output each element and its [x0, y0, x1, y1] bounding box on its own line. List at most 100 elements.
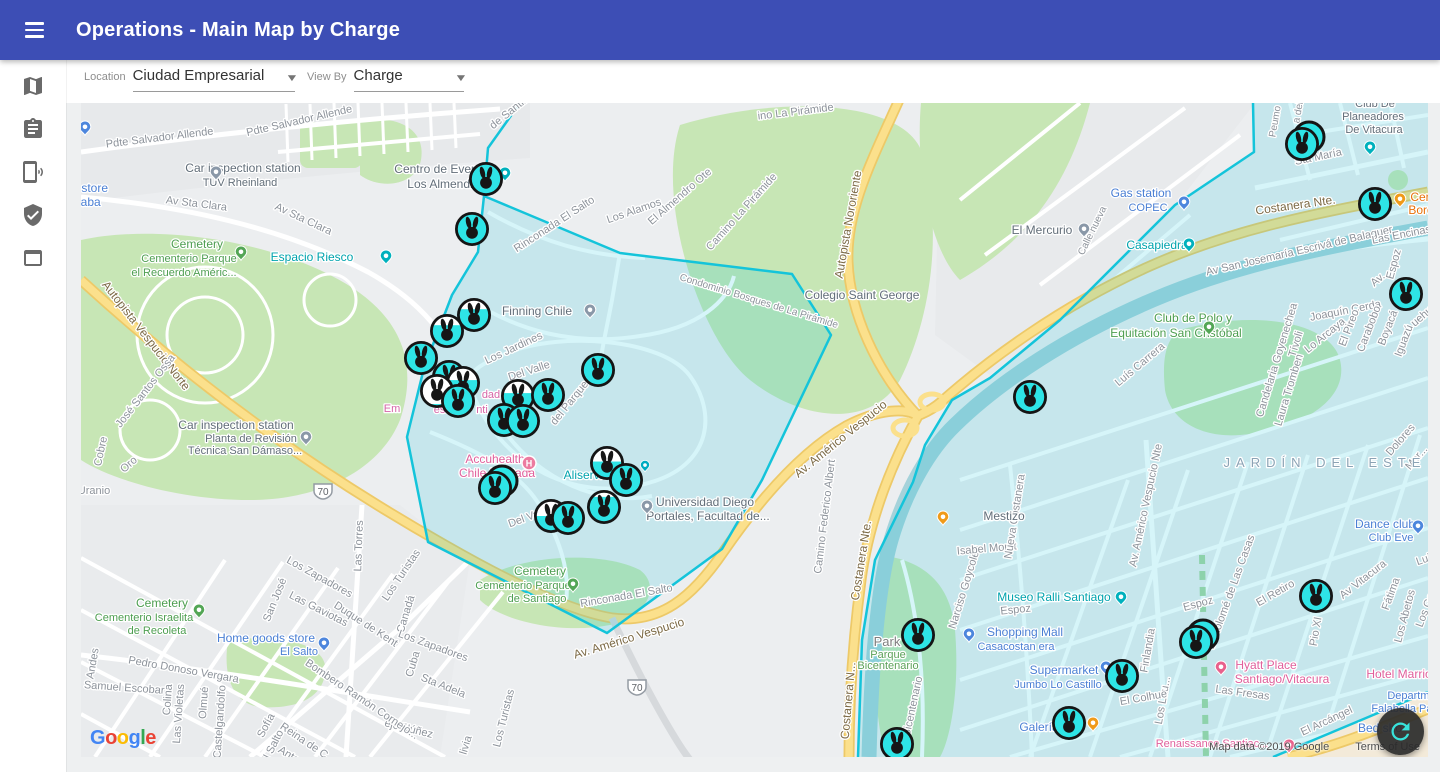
map-label: Galería	[1019, 720, 1059, 734]
vehicle-marker[interactable]	[1284, 120, 1326, 162]
blue-poi[interactable]	[81, 120, 92, 137]
blue-poi[interactable]	[962, 627, 976, 644]
map-label: Cent	[1410, 190, 1428, 204]
bunny-icon	[541, 382, 555, 405]
refresh-icon	[1391, 722, 1410, 741]
map-data-attribution: Map data ©2019 Google	[1209, 741, 1330, 753]
map-canvas[interactable]: Pdte Salvador Allende Pdte Salvador Allen…	[81, 103, 1428, 757]
map-label: Car inspection station	[178, 418, 293, 432]
teal-poi[interactable]	[379, 249, 393, 266]
pink-poi[interactable]	[1282, 738, 1296, 755]
svg-text:H: H	[526, 458, 533, 468]
orange-poi[interactable]	[936, 510, 950, 527]
refresh-button[interactable]	[1377, 708, 1424, 755]
bunny-icon	[465, 216, 479, 239]
hospital-poi[interactable]: H	[521, 455, 537, 473]
gray-poi[interactable]	[583, 303, 597, 320]
vehicle-marker[interactable]	[1388, 276, 1424, 312]
map-label: Supermarket	[1030, 663, 1099, 677]
vehicle-marker[interactable]	[900, 617, 936, 653]
bunny-icon	[911, 622, 925, 645]
viewby-value: Charge	[353, 67, 403, 84]
gray-poi[interactable]	[1077, 222, 1091, 239]
blue-poi[interactable]	[1177, 195, 1191, 212]
vehicle-marker[interactable]	[1051, 705, 1087, 741]
bunny-icon	[516, 408, 530, 431]
shield-poi[interactable]: 70	[627, 679, 647, 696]
map-label: Colegio Saint George	[805, 288, 920, 302]
vehicle-marker[interactable]	[550, 500, 586, 536]
bunny-icon	[600, 450, 614, 473]
map-label: Olmué	[197, 686, 211, 719]
vehicle-marker[interactable]	[608, 462, 644, 498]
map-label: Bicentenario	[857, 660, 918, 672]
map-label: Departm...	[1387, 690, 1428, 702]
map-label: Planta de Revisión	[205, 433, 297, 445]
sidebar-item-payments[interactable]	[0, 236, 66, 279]
orange-poi[interactable]	[1086, 716, 1100, 733]
vehicle-marker[interactable]	[440, 383, 476, 419]
green-poi[interactable]	[234, 245, 248, 262]
vehicle-marker[interactable]	[403, 340, 439, 376]
green-poi[interactable]	[1202, 320, 1216, 337]
teal-poi[interactable]	[1363, 140, 1377, 157]
vehicle-marker[interactable]	[1012, 379, 1048, 415]
menu-button[interactable]	[14, 10, 54, 50]
bunny-icon	[591, 357, 605, 380]
gray-poi[interactable]	[299, 430, 313, 447]
sidebar-item-map[interactable]	[0, 64, 66, 107]
vehicle-marker[interactable]	[880, 727, 914, 757]
transit-poi[interactable]	[639, 460, 651, 473]
teal-poi[interactable]	[1182, 237, 1196, 254]
map-label: Portales, Facultad de...	[646, 509, 769, 523]
vehicle-marker[interactable]	[530, 377, 566, 413]
bunny-icon	[451, 388, 465, 411]
map-label: Club De	[1355, 103, 1395, 110]
streets-right	[900, 103, 1428, 757]
vehicle-marker[interactable]	[456, 297, 492, 333]
vehicle-marker[interactable]	[454, 211, 490, 247]
vehicle-marker[interactable]	[580, 352, 616, 388]
sidebar-item-tasks[interactable]	[0, 107, 66, 150]
vehicle-marker[interactable]	[1104, 658, 1140, 694]
bunny-icon	[1115, 663, 1129, 686]
vehicle-marker[interactable]	[586, 489, 622, 525]
bunny-icon	[1189, 629, 1203, 652]
sidebar-item-devices[interactable]	[0, 150, 66, 193]
phone-ring-icon	[23, 160, 43, 183]
vehicle-marker[interactable]	[1298, 578, 1334, 614]
map-label: dad	[482, 389, 500, 401]
blue-poi[interactable]	[1411, 519, 1425, 536]
google-logo[interactable]: Google	[90, 727, 156, 749]
bunny-icon	[1023, 384, 1037, 407]
viewby-select[interactable]: Charge ▼	[353, 67, 468, 92]
bunny-icon	[414, 345, 428, 368]
map-label: Cemetery	[136, 596, 188, 610]
vehicle-marker[interactable]	[1357, 186, 1393, 222]
map-label: Equitación San Cristóbal	[1110, 326, 1241, 340]
vehicle-marker[interactable]	[468, 161, 504, 197]
bunny-icon	[597, 494, 611, 517]
green-poi[interactable]	[566, 577, 580, 594]
map-label: Técnica San Dámaso...	[188, 445, 302, 457]
location-value: Ciudad Empresarial	[132, 67, 265, 84]
gray-poi[interactable]	[209, 165, 223, 182]
sidebar-item-security[interactable]	[0, 193, 66, 236]
map-label: COPEC	[1128, 202, 1167, 214]
shield-poi[interactable]: 70	[313, 483, 333, 500]
gray-poi[interactable]	[640, 499, 654, 516]
location-select[interactable]: Ciudad Empresarial ▼	[132, 67, 299, 92]
bunny-icon	[488, 475, 502, 498]
orange-poi[interactable]	[1393, 192, 1407, 209]
location-label: Location	[84, 71, 126, 83]
vehicle-marker[interactable]	[1178, 618, 1220, 660]
green-poi[interactable]	[192, 603, 206, 620]
map-label: Espoz	[1000, 602, 1032, 617]
vehicle-marker[interactable]	[429, 313, 465, 349]
vehicle-marker[interactable]	[505, 403, 541, 439]
pink-poi[interactable]	[1214, 660, 1228, 677]
teal-poi[interactable]	[1114, 590, 1128, 607]
blue-poi[interactable]	[317, 636, 331, 653]
map-label: Espacio Riesco	[271, 250, 354, 264]
vehicle-marker[interactable]	[477, 464, 519, 506]
